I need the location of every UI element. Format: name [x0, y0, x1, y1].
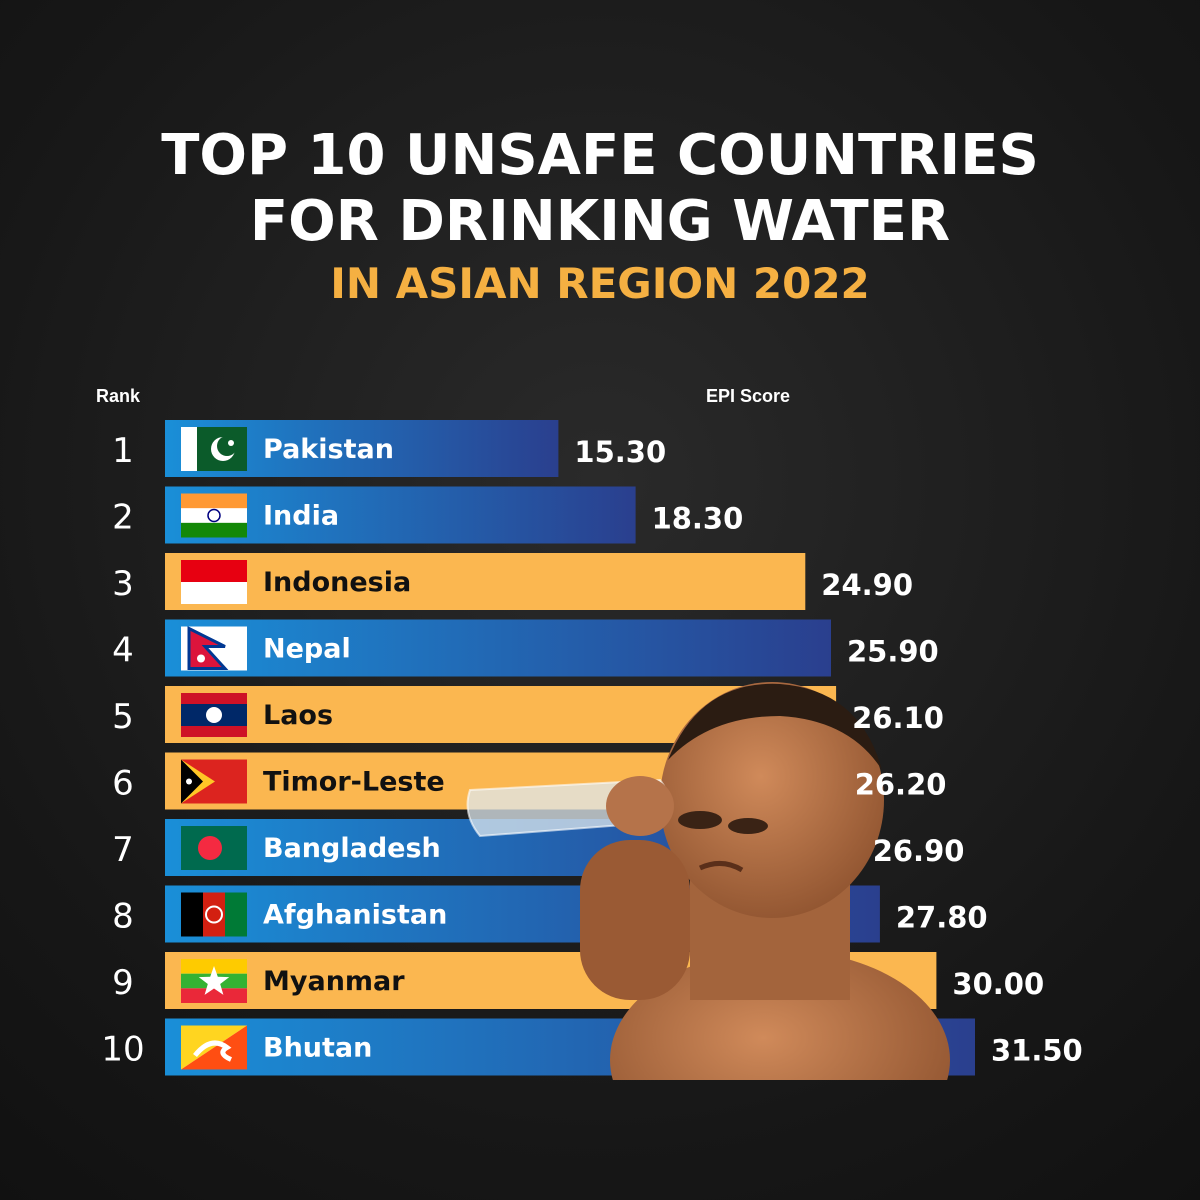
chart-subtitle: IN ASIAN REGION 2022 — [330, 259, 870, 308]
chart-title-line-2: FOR DRINKING WATER — [249, 189, 951, 254]
child-drinking-water-illustration — [466, 682, 950, 1080]
category-label-laos: Laos — [263, 700, 333, 731]
value-label-indonesia: 24.90 — [821, 568, 913, 602]
category-label-timor-leste: Timor-Leste — [263, 767, 445, 798]
category-label-nepal: Nepal — [263, 634, 351, 665]
value-label-timor-leste: 26.20 — [855, 768, 947, 802]
category-label-india: India — [263, 501, 339, 532]
value-label-myanmar: 30.00 — [952, 967, 1044, 1001]
myanmar-flag-icon — [181, 959, 247, 1003]
chart-title-line-1: TOP 10 UNSAFE COUNTRIES — [161, 123, 1039, 188]
category-label-indonesia: Indonesia — [263, 567, 411, 598]
value-label-laos: 26.10 — [852, 701, 944, 735]
afghanistan-flag-icon — [181, 892, 247, 937]
value-label-bhutan: 31.50 — [991, 1034, 1083, 1068]
india-flag-icon — [181, 493, 247, 538]
bar-indonesia — [165, 553, 806, 610]
timor-leste-flag-icon — [181, 759, 247, 804]
value-label-pakistan: 15.30 — [574, 435, 666, 469]
laos-flag-icon — [181, 693, 247, 737]
category-label-bhutan: Bhutan — [263, 1033, 372, 1064]
value-label-nepal: 25.90 — [847, 635, 939, 669]
rank-column-header: Rank — [96, 386, 141, 406]
pakistan-flag-icon — [181, 427, 247, 471]
rank-label: 2 — [112, 498, 134, 538]
nepal-flag-icon — [181, 626, 247, 671]
bangladesh-flag-icon — [181, 826, 247, 870]
rank-label: 1 — [112, 431, 134, 471]
category-label-bangladesh: Bangladesh — [263, 833, 441, 864]
bhutan-flag-icon — [181, 1025, 247, 1070]
category-label-pakistan: Pakistan — [263, 434, 394, 465]
rank-label: 8 — [112, 897, 134, 937]
rank-label: 5 — [112, 697, 134, 737]
rank-label: 10 — [101, 1030, 144, 1070]
category-label-afghanistan: Afghanistan — [263, 900, 447, 931]
rank-label: 3 — [112, 564, 134, 604]
value-label-afghanistan: 27.80 — [896, 901, 988, 935]
rank-label: 7 — [112, 830, 134, 870]
value-label-bangladesh: 26.90 — [873, 834, 965, 868]
epi-score-column-header: EPI Score — [706, 386, 791, 406]
bar-nepal — [165, 619, 831, 677]
rank-label: 6 — [112, 764, 134, 804]
indonesia-flag-icon — [181, 560, 247, 604]
value-label-india: 18.30 — [652, 502, 744, 536]
rank-label: 9 — [112, 963, 134, 1003]
rank-label: 4 — [112, 631, 134, 671]
category-label-myanmar: Myanmar — [263, 966, 405, 997]
